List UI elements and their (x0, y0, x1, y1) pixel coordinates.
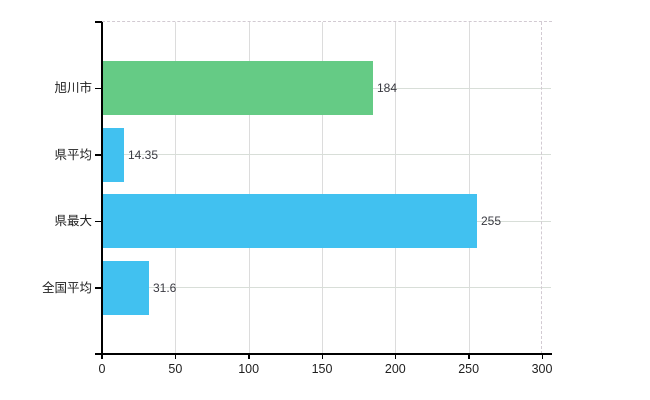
chart-bar-2 (103, 194, 477, 248)
vertical-gridline (322, 22, 323, 354)
y-axis-line (101, 22, 103, 359)
y-axis-tick (95, 87, 102, 90)
chart-bar-0 (103, 61, 373, 115)
y-axis-tick (95, 287, 102, 289)
plot-border-top (102, 21, 552, 22)
x-axis-tick (541, 354, 543, 359)
x-tick-label-4: 200 (384, 362, 406, 376)
horizontal-gridline (102, 154, 551, 156)
chart-bar-1 (103, 128, 124, 182)
x-axis-tick (174, 354, 177, 359)
x-axis-tick (248, 354, 250, 359)
x-axis-tick (394, 354, 397, 359)
bar-value-label: 31.6 (153, 280, 177, 295)
vertical-gridline (395, 22, 397, 354)
plot-border-right (541, 22, 542, 354)
chart-bar-3 (103, 261, 149, 315)
x-axis-tick (468, 354, 470, 359)
horizontal-gridline (102, 287, 551, 289)
x-tick-label-6: 300 (531, 362, 553, 376)
category-label-2: 県最大 (54, 214, 92, 229)
bar-value-label: 14.35 (128, 147, 159, 162)
x-axis-tick (101, 354, 103, 359)
x-tick-label-0: 0 (98, 362, 106, 376)
x-tick-label-2: 100 (238, 362, 260, 376)
vertical-gridline (248, 22, 250, 354)
category-label-0: 旭川市 (54, 81, 92, 96)
vertical-gridline (468, 22, 470, 354)
vertical-gridline (175, 22, 177, 354)
category-label-3: 全国平均 (41, 280, 92, 295)
y-axis-tick (95, 154, 102, 156)
x-tick-label-5: 250 (458, 362, 480, 376)
y-axis-tick (95, 220, 102, 223)
y-axis-tick (95, 21, 102, 23)
x-tick-label-3: 150 (311, 362, 333, 376)
x-axis-tick (321, 354, 323, 359)
bar-value-label: 255 (481, 214, 502, 229)
x-axis-line (95, 353, 552, 355)
category-label-1: 県平均 (54, 147, 92, 162)
bar-value-label: 184 (377, 81, 398, 96)
x-tick-label-1: 50 (168, 362, 183, 376)
